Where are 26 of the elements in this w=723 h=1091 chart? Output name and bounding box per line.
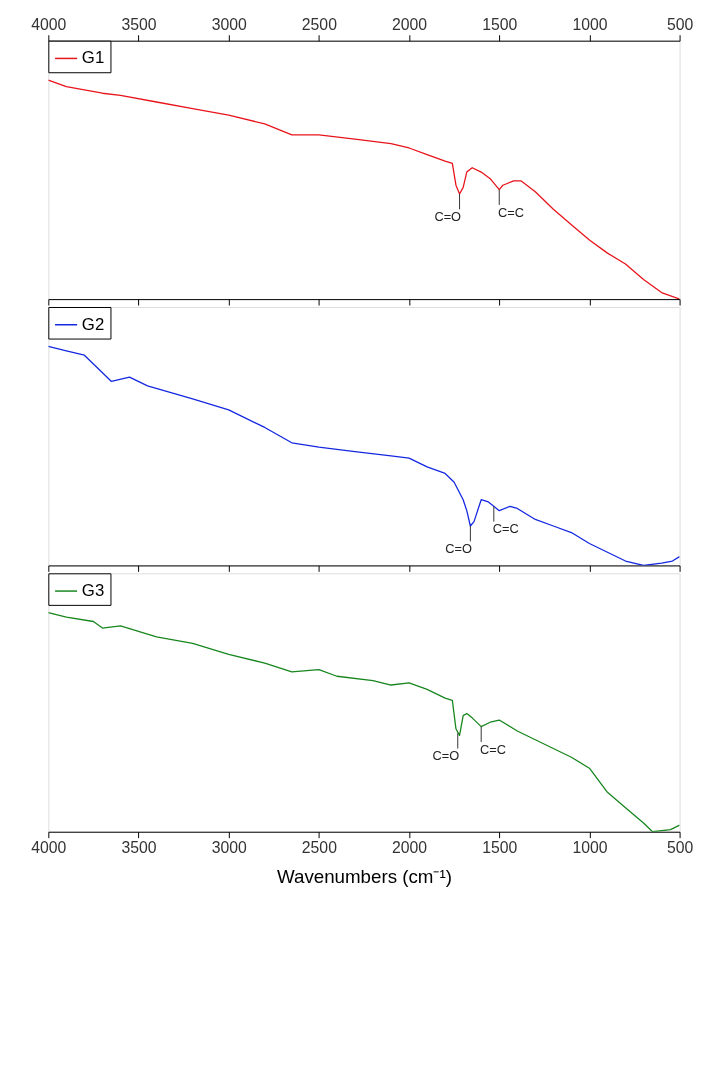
x-tick-label: 500 (666, 16, 694, 34)
annotation: C=O (434, 209, 462, 225)
x-tick-label: 4000 (31, 16, 67, 34)
legend-label: G2 (81, 314, 105, 334)
x-axis-title: Wavenumbers (cm⁻¹) (276, 865, 452, 887)
x-tick-label: 3000 (211, 838, 247, 856)
legend-label: G3 (81, 581, 105, 600)
x-tick-label: 1000 (572, 838, 608, 856)
x-tick-label: 4000 (31, 838, 67, 856)
annotation: C=O (432, 748, 460, 764)
annotation: C=C (498, 204, 525, 220)
x-tick-label: 1000 (572, 16, 608, 34)
annotation: C=C (492, 521, 519, 537)
x-tick-label: 2500 (301, 838, 338, 856)
annotation: C=O (445, 541, 472, 557)
x-tick-label: 3500 (121, 838, 157, 856)
legend-label: G1 (81, 48, 105, 68)
x-tick-label: 2500 (301, 16, 338, 34)
annotation: C=C (480, 741, 507, 757)
x-tick-label: 3000 (211, 16, 247, 34)
x-tick-label: 1500 (482, 16, 518, 34)
x-tick-label: 2000 (392, 838, 428, 856)
x-tick-label: 500 (666, 838, 694, 856)
x-tick-label: 2000 (392, 16, 428, 34)
x-tick-label: 1500 (482, 838, 518, 856)
x-tick-label: 3500 (121, 16, 157, 34)
